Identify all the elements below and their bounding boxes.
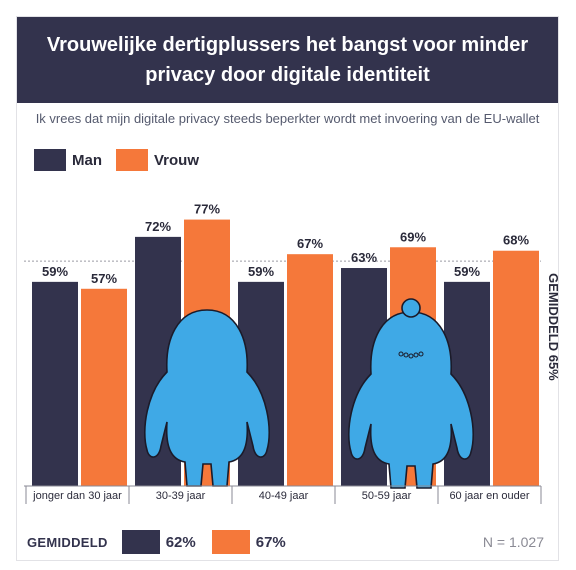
legend: Man Vrouw: [34, 149, 213, 171]
title-banner: Vrouwelijke dertigplussers het bangst vo…: [17, 17, 558, 103]
person-figure-bun-icon: [348, 298, 474, 489]
legend-label-vrouw: Vrouw: [154, 151, 200, 169]
data-label-man-3: 63%: [351, 250, 377, 265]
person-figure-icon: [144, 309, 270, 487]
x-tick-label-3: 50-59 jaar: [362, 490, 412, 502]
legend-label-man: Man: [72, 151, 102, 169]
bar-vrouw-0: [81, 288, 127, 486]
bar-vrouw-4: [493, 250, 539, 486]
average-swatch-vrouw: [211, 530, 250, 554]
title-line-1: Vrouwelijke dertigplussers het bangst vo…: [46, 34, 529, 56]
average-value-man: 62%: [165, 533, 196, 551]
bar-man-0: [32, 281, 78, 486]
data-label-man-4: 59%: [454, 264, 480, 279]
data-label-vrouw-0: 57%: [91, 271, 117, 286]
x-tick-label-0: jonger dan 30 jaar: [32, 490, 122, 502]
legend-swatch-man: [34, 149, 66, 171]
data-label-vrouw-2: 67%: [297, 236, 323, 251]
data-label-man-1: 72%: [145, 219, 171, 234]
average-swatch-man: [121, 530, 160, 554]
data-label-vrouw-3: 69%: [400, 229, 426, 244]
average-footer: GEMIDDELD 62% 67%: [27, 530, 302, 554]
legend-swatch-vrouw: [116, 149, 148, 171]
title-line-2: privacy door digitale identiteit: [145, 64, 430, 86]
x-tick-label-2: 40-49 jaar: [259, 490, 309, 502]
x-tick-label-4: 60 jaar en ouder: [449, 490, 529, 502]
data-label-vrouw-1: 77%: [194, 202, 220, 217]
subtitle: Ik vrees dat mijn digitale privacy steed…: [35, 111, 540, 126]
sample-size: N = 1.027: [482, 534, 544, 550]
average-label: GEMIDDELD: [27, 534, 108, 550]
average-reference-label: GEMIDDELD 65%: [546, 273, 561, 381]
data-label-vrouw-4: 68%: [503, 233, 529, 248]
x-tick-label-1: 30-39 jaar: [156, 490, 206, 502]
bar-vrouw-2: [287, 254, 333, 486]
data-label-man-0: 59%: [42, 264, 68, 279]
data-label-man-2: 59%: [248, 264, 274, 279]
average-value-vrouw: 67%: [255, 533, 286, 551]
